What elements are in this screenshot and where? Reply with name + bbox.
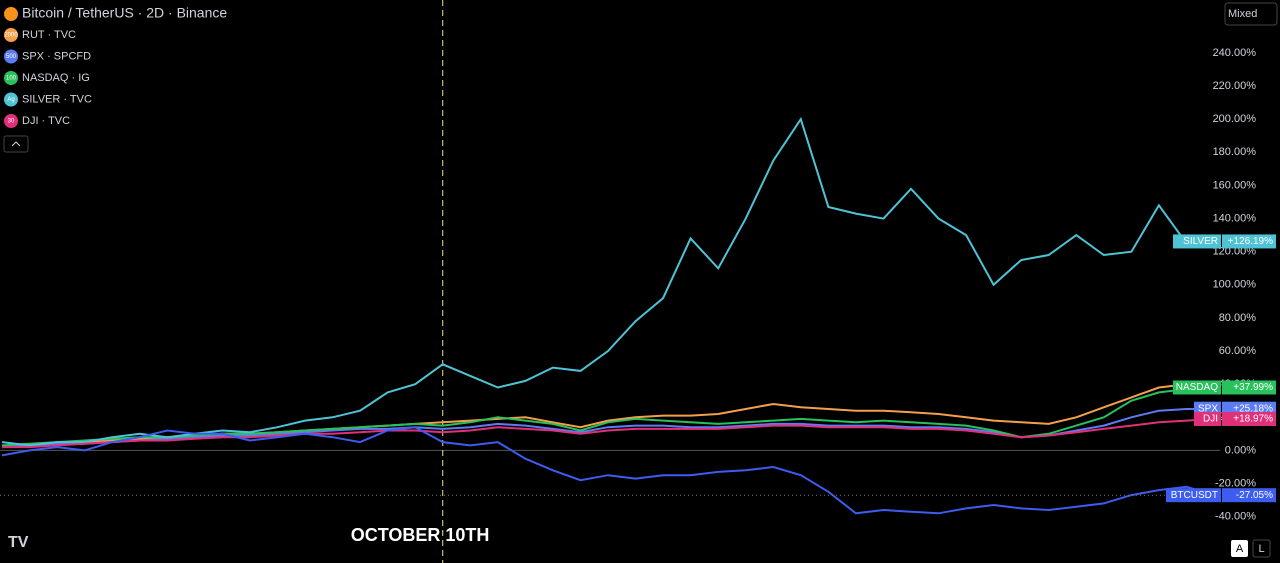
legend-icon-label: Ag [7, 97, 14, 103]
series-line [1, 116, 1215, 447]
log-label[interactable]: L [1258, 543, 1264, 555]
value-tag: +126.19% [1228, 236, 1273, 247]
y-tick-label: 120.00% [1213, 246, 1257, 258]
legend-entry[interactable]: SILVER · TVC [22, 93, 92, 105]
auto-label[interactable]: A [1236, 543, 1244, 555]
series-tag: BTCUSDT [1171, 490, 1218, 501]
legend-icon [4, 49, 18, 64]
series-line [1, 386, 1215, 447]
series-tag: DJI [1203, 414, 1218, 425]
series-tag: SPX [1198, 403, 1218, 414]
legend-icon [4, 71, 18, 85]
series-line [1, 426, 1215, 515]
legend-icon [4, 92, 18, 107]
legend-entry[interactable]: RUT · TVC [22, 29, 76, 41]
y-tick-label: 220.00% [1213, 80, 1257, 92]
y-tick-label: 160.00% [1213, 179, 1257, 191]
btc-icon [4, 7, 18, 21]
legend-icon-label: 2000 [4, 33, 18, 39]
value-tag: -27.05% [1236, 490, 1273, 501]
value-tag: +37.99% [1233, 382, 1273, 393]
y-tick-label: -20.00% [1215, 477, 1256, 489]
value-tag: +18.97% [1233, 414, 1273, 425]
y-tick-label: 100.00% [1213, 279, 1257, 291]
auto-button[interactable] [1231, 540, 1248, 557]
chart-title: Bitcoin / TetherUS · 2D · Binance [22, 5, 227, 21]
series-tag-bg [1166, 488, 1221, 503]
value-tag-bg [1222, 234, 1276, 249]
scale-mode-button[interactable] [1224, 2, 1278, 26]
series-tag-bg [1173, 234, 1221, 249]
value-tag-bg [1222, 380, 1276, 395]
legend-icon-label: 500 [6, 54, 17, 60]
series-tag: SILVER [1183, 236, 1218, 247]
legend-entry[interactable]: DJI · TVC [22, 115, 70, 127]
series-tag: NASDAQ [1176, 382, 1218, 393]
y-tick-label: 80.00% [1219, 312, 1257, 324]
series-tag-bg [1173, 380, 1221, 395]
scale-mode-label[interactable]: Mixed [1228, 8, 1257, 20]
legend-icon [4, 28, 18, 42]
y-tick-label: 60.00% [1219, 345, 1257, 357]
legend-icon [4, 114, 18, 128]
legend-icon-label: 30 [8, 119, 15, 125]
value-tag-bg [1222, 488, 1276, 503]
value-tag-bg [1222, 411, 1276, 426]
y-tick-label: -40.00% [1215, 511, 1256, 523]
y-tick-label: 180.00% [1213, 146, 1257, 158]
collapse-icon[interactable] [11, 141, 21, 147]
y-tick-label: 0.00% [1225, 444, 1256, 456]
event-label: OCTOBER 10TH [351, 525, 490, 545]
legend-entry[interactable]: NASDAQ · IG [22, 72, 90, 84]
logo: TV [8, 534, 29, 551]
y-tick-label: 200.00% [1213, 113, 1257, 125]
legend-icon-label: 100 [6, 76, 17, 82]
y-tick-label: 240.00% [1213, 47, 1257, 59]
value-tag: +25.18% [1233, 403, 1273, 414]
log-button[interactable] [1252, 539, 1271, 558]
collapse-button[interactable] [3, 135, 29, 153]
legend-entry[interactable]: SPX · SPCFD [22, 50, 91, 62]
series-line [2, 418, 1215, 449]
series-tag-bg [1194, 411, 1221, 426]
y-tick-label: 140.00% [1213, 212, 1257, 224]
